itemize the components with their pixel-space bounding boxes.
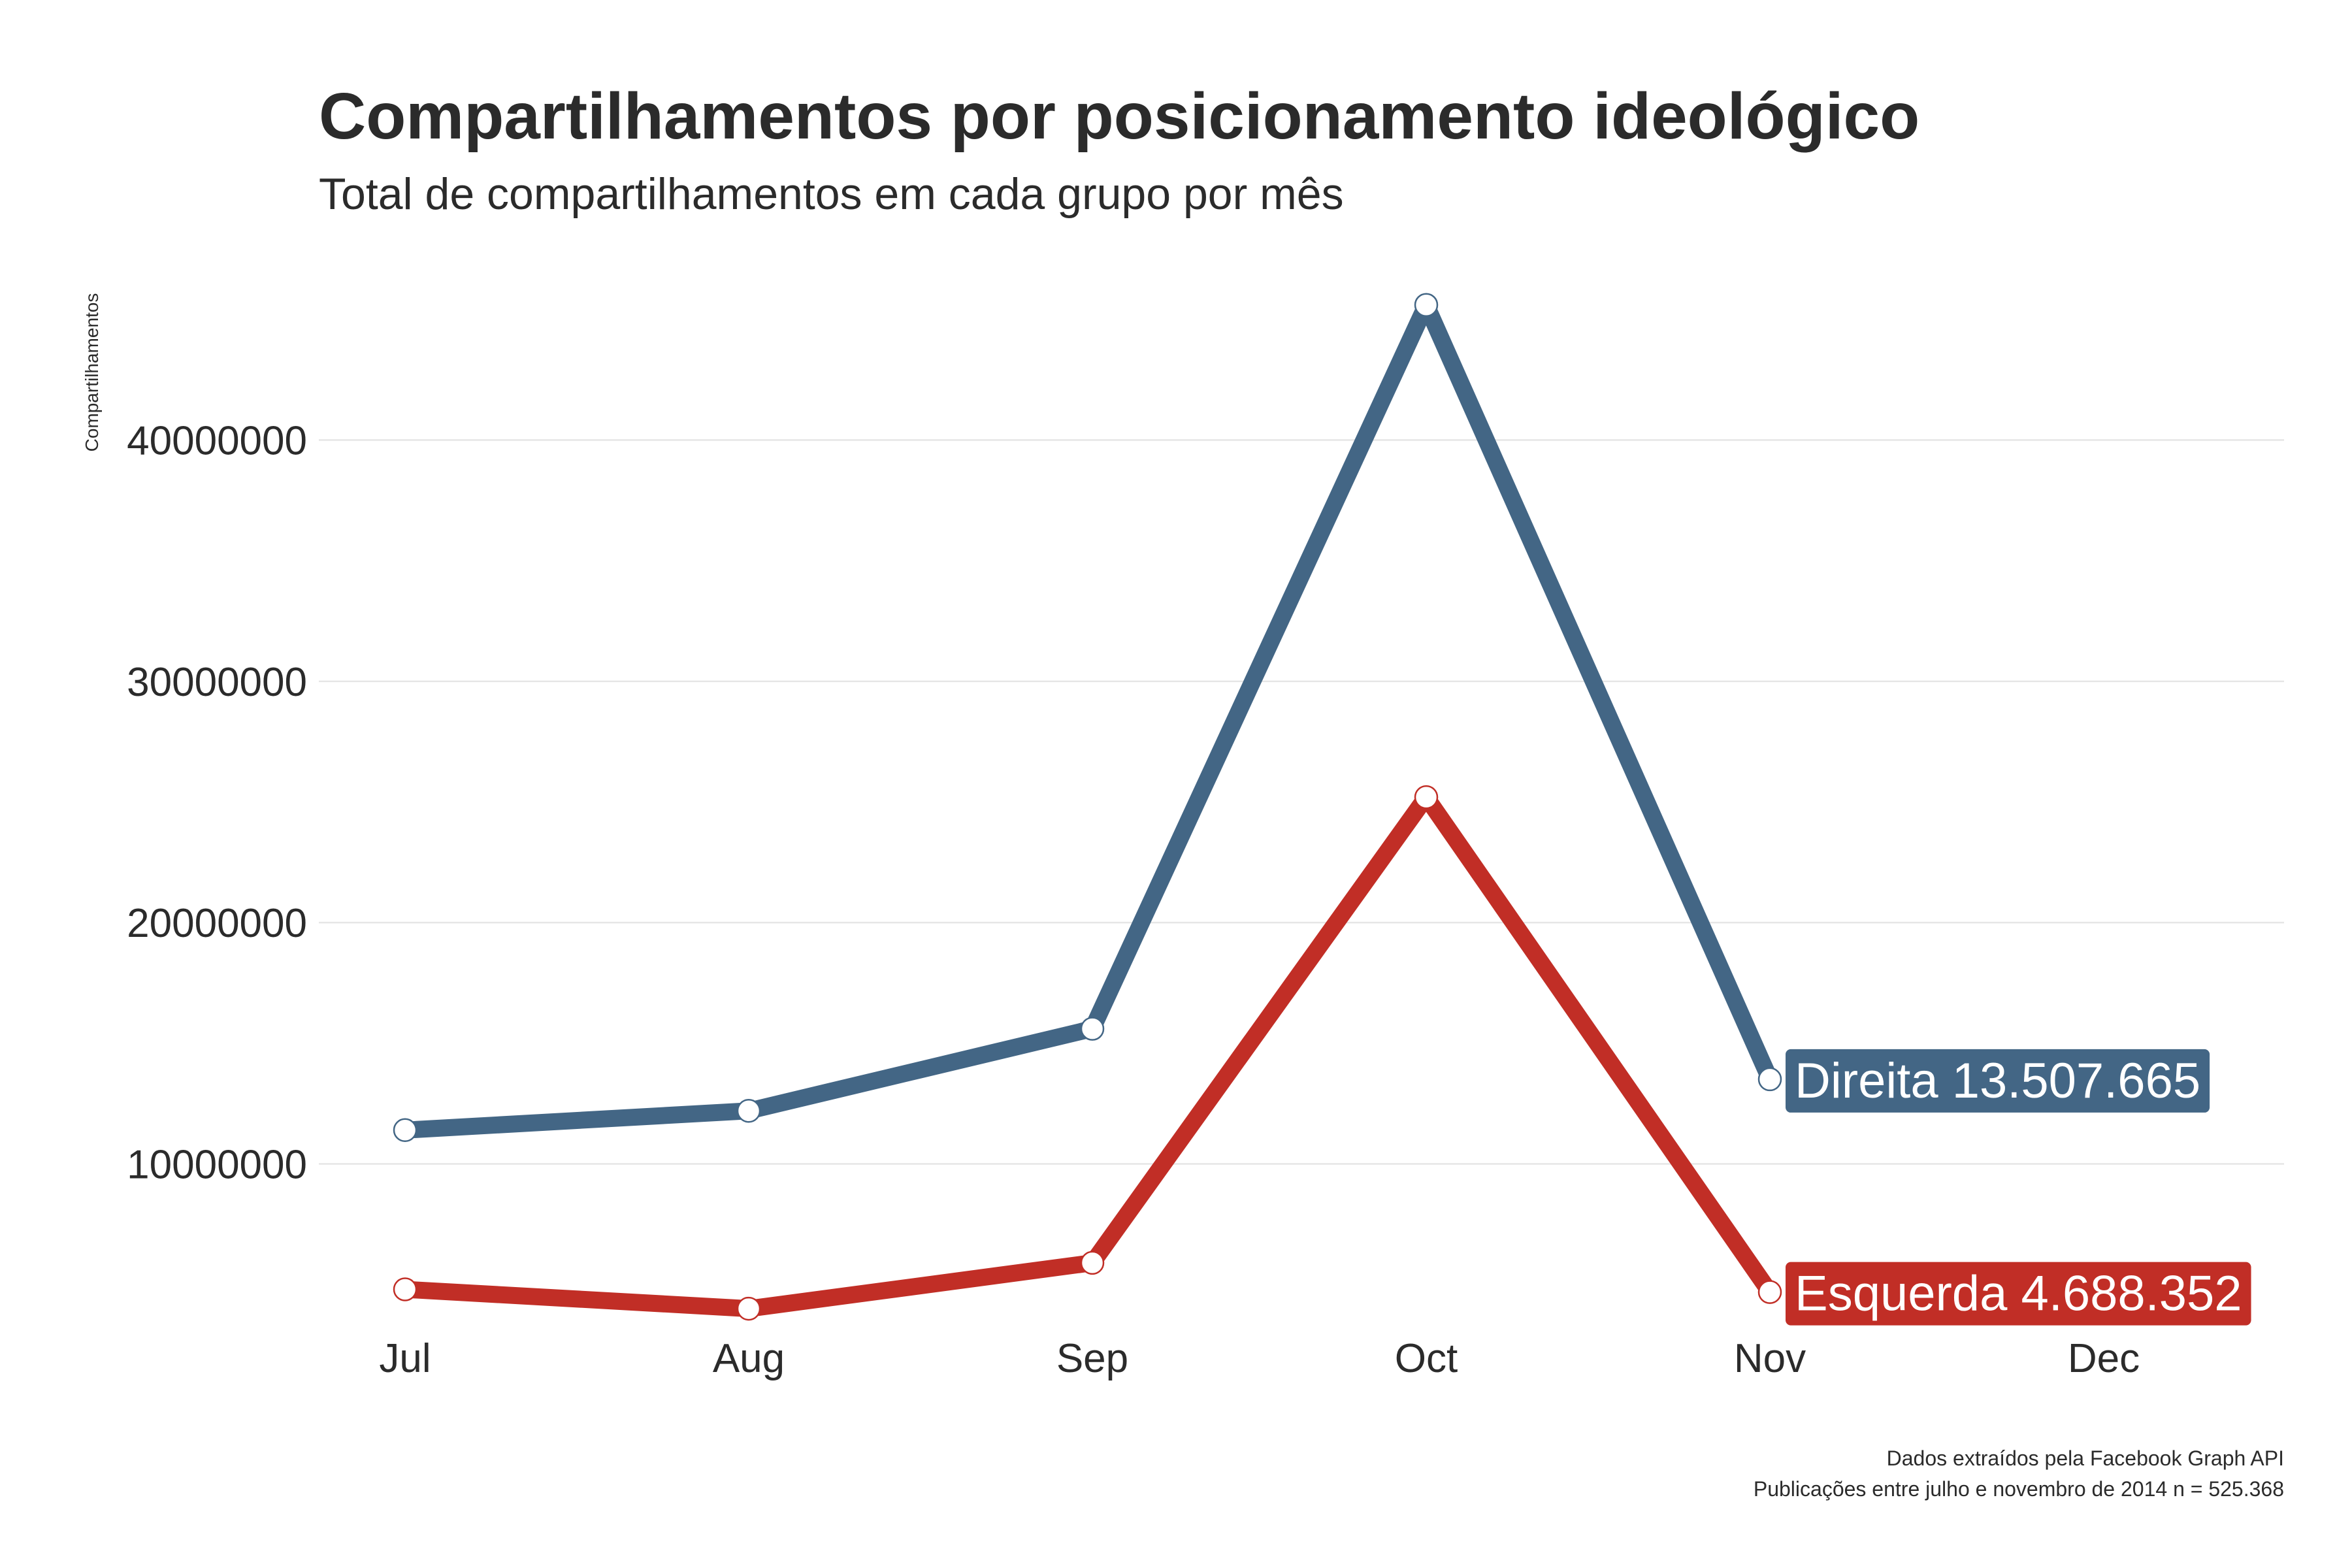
data-point-esquerda [736, 1296, 761, 1321]
points-layer [393, 293, 1782, 1321]
end-labels-layer: Direita 13.507.665 Esquerda 4.688.352 [1786, 1049, 2251, 1326]
data-point-esquerda [393, 1277, 417, 1301]
ticks-layer: 10000000 20000000 30000000 40000000 Jul Aug Se… [127, 419, 2140, 1381]
data-point-esquerda [1414, 785, 1439, 809]
data-point-direita [1414, 293, 1439, 317]
series-layer [397, 296, 1778, 1318]
y-axis-label: Compartilhamentos [82, 293, 102, 452]
end-label-direita: Direita 13.507.665 [1786, 1049, 2210, 1113]
end-label-box-esquerda [1786, 1262, 2251, 1326]
x-tick-label: Nov [1734, 1336, 1806, 1381]
data-point-direita [736, 1098, 761, 1123]
caption-line-1: Dados extraídos pela Facebook Graph API [1887, 1446, 2284, 1470]
y-tick-label: 30000000 [127, 660, 307, 705]
chart-title: Compartilhamentos por posicionamento ide… [319, 80, 1919, 153]
x-tick-label: Aug [713, 1336, 785, 1381]
x-tick-label: Dec [2068, 1336, 2140, 1381]
y-tick-label: 40000000 [127, 419, 307, 464]
end-label-esquerda: Esquerda 4.688.352 [1786, 1262, 2251, 1326]
data-point-esquerda [1757, 1280, 1782, 1304]
data-point-esquerda [1080, 1250, 1105, 1275]
series-line-esquerda [397, 789, 1778, 1318]
y-tick-label: 20000000 [127, 901, 307, 946]
end-label-text-esquerda: Esquerda 4.688.352 [1795, 1266, 2242, 1322]
x-tick-label: Jul [379, 1336, 431, 1381]
data-point-direita [393, 1118, 417, 1143]
data-point-direita [1080, 1017, 1105, 1041]
data-point-direita [1757, 1067, 1782, 1092]
x-tick-label: Sep [1056, 1336, 1128, 1381]
end-label-text-direita: Direita 13.507.665 [1795, 1053, 2200, 1109]
chart-subtitle: Total de compartilhamentos em cada grupo… [319, 169, 1344, 219]
caption-line-2: Publicações entre julho e novembro de 20… [1754, 1477, 2284, 1501]
y-tick-label: 10000000 [127, 1142, 307, 1187]
end-label-box-direita [1786, 1049, 2210, 1113]
grid-layer [319, 439, 2284, 1165]
x-tick-label: Oct [1395, 1336, 1458, 1381]
